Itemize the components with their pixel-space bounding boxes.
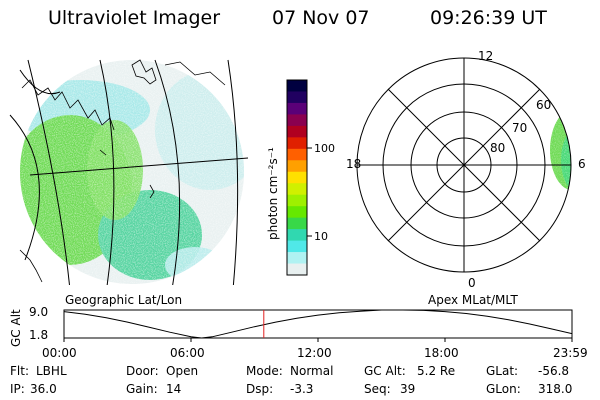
timeline-y-axis-label: GC Alt (9, 309, 23, 347)
gain-value: 14 (166, 382, 182, 396)
mlt-label-6: 6 (578, 157, 586, 171)
glat-label: GLat: (486, 364, 519, 378)
time-label: 09:26:39 UT (430, 7, 547, 29)
polar-grid (356, 57, 572, 273)
colorbar-band (287, 91, 307, 104)
glat-value: -56.8 (538, 364, 570, 378)
colorbar-band (287, 229, 307, 242)
mlat-label-70: 70 (512, 121, 527, 135)
altitude-series-line (64, 310, 572, 338)
apex-panel-label: Apex MLat/MLT (428, 293, 518, 307)
geographic-panel-label: Geographic Lat/Lon (65, 293, 182, 307)
dsp-label: Dsp: (246, 382, 274, 396)
x-tick-label-0000: 00:00 (42, 346, 77, 360)
colorbar-band (287, 125, 307, 138)
timeline-ticks (63, 338, 573, 342)
mode-label: Mode: (246, 364, 283, 378)
dsp-value: -3.3 (290, 382, 314, 396)
door-label: Door: (126, 364, 159, 378)
colorbar-band (287, 114, 307, 127)
glon-label: GLon: (486, 382, 521, 396)
coastlines (19, 59, 226, 283)
altitude-timeline-chart: GC Alt 9.0 1.8 00:00 06:00 12:00 18:00 2… (9, 305, 588, 360)
colorbar-band (287, 263, 307, 276)
app-title: Ultraviolet Imager (48, 7, 221, 29)
gain-label: Gain: (126, 382, 158, 396)
seq-label: Seq: (364, 382, 391, 396)
glon-value: 318.0 (538, 382, 573, 396)
flt-label: Flt: (10, 364, 29, 378)
colorbar-band (287, 194, 307, 207)
mode-value: Normal (290, 364, 334, 378)
timeline-frame (63, 309, 573, 339)
uv-emission-disc (20, 60, 244, 284)
x-tick-label-1800: 18:00 (424, 346, 459, 360)
colorbar-band (287, 206, 307, 219)
mlt-label-18: 18 (346, 157, 361, 171)
colorbar-band (287, 217, 307, 230)
mlat-label-80: 80 (490, 141, 505, 155)
polar-emission (540, 105, 571, 195)
seq-value: 39 (400, 382, 416, 396)
colorbar-frame (286, 79, 308, 276)
colorbar-bands (287, 80, 307, 276)
ip-value: 36.0 (30, 382, 57, 396)
colorbar-band (287, 252, 307, 265)
colorbar-band (287, 80, 307, 92)
colorbar-band (287, 240, 307, 253)
polar-plot: 12 18 6 0 60 70 80 (346, 49, 586, 290)
gc-alt-label: GC Alt: (364, 364, 406, 378)
mlat-label-60: 60 (536, 98, 551, 112)
gc-alt-value: 5.2 Re (417, 364, 456, 378)
geographic-image-panel (9, 59, 249, 285)
colorbar-band (287, 160, 307, 173)
door-value: Open (166, 364, 199, 378)
colorbar-band (287, 183, 307, 196)
colorbar: 100 10 photon cm⁻²s⁻¹ (266, 79, 335, 276)
colorbar-unit-label: photon cm⁻²s⁻¹ (266, 147, 280, 240)
mlt-label-12: 12 (478, 49, 493, 63)
colorbar-band (287, 148, 307, 161)
mlt-label-0: 0 (468, 276, 476, 290)
flt-value: LBHL (36, 364, 67, 378)
colorbar-band (287, 171, 307, 184)
geographic-grid (9, 59, 249, 285)
colorbar-band (287, 102, 307, 115)
x-tick-label-1200: 12:00 (297, 346, 332, 360)
x-tick-label-2359: 23:59 (553, 346, 588, 360)
y-tick-label-1.8: 1.8 (29, 328, 48, 342)
date-label: 07 Nov 07 (272, 7, 370, 29)
colorbar-band (287, 137, 307, 150)
colorbar-tick-label-100: 100 (314, 142, 335, 155)
ip-label: IP: (10, 382, 25, 396)
y-tick-label-9: 9.0 (29, 305, 48, 319)
colorbar-tick-label-10: 10 (314, 230, 328, 243)
x-tick-label-0600: 06:00 (170, 346, 205, 360)
